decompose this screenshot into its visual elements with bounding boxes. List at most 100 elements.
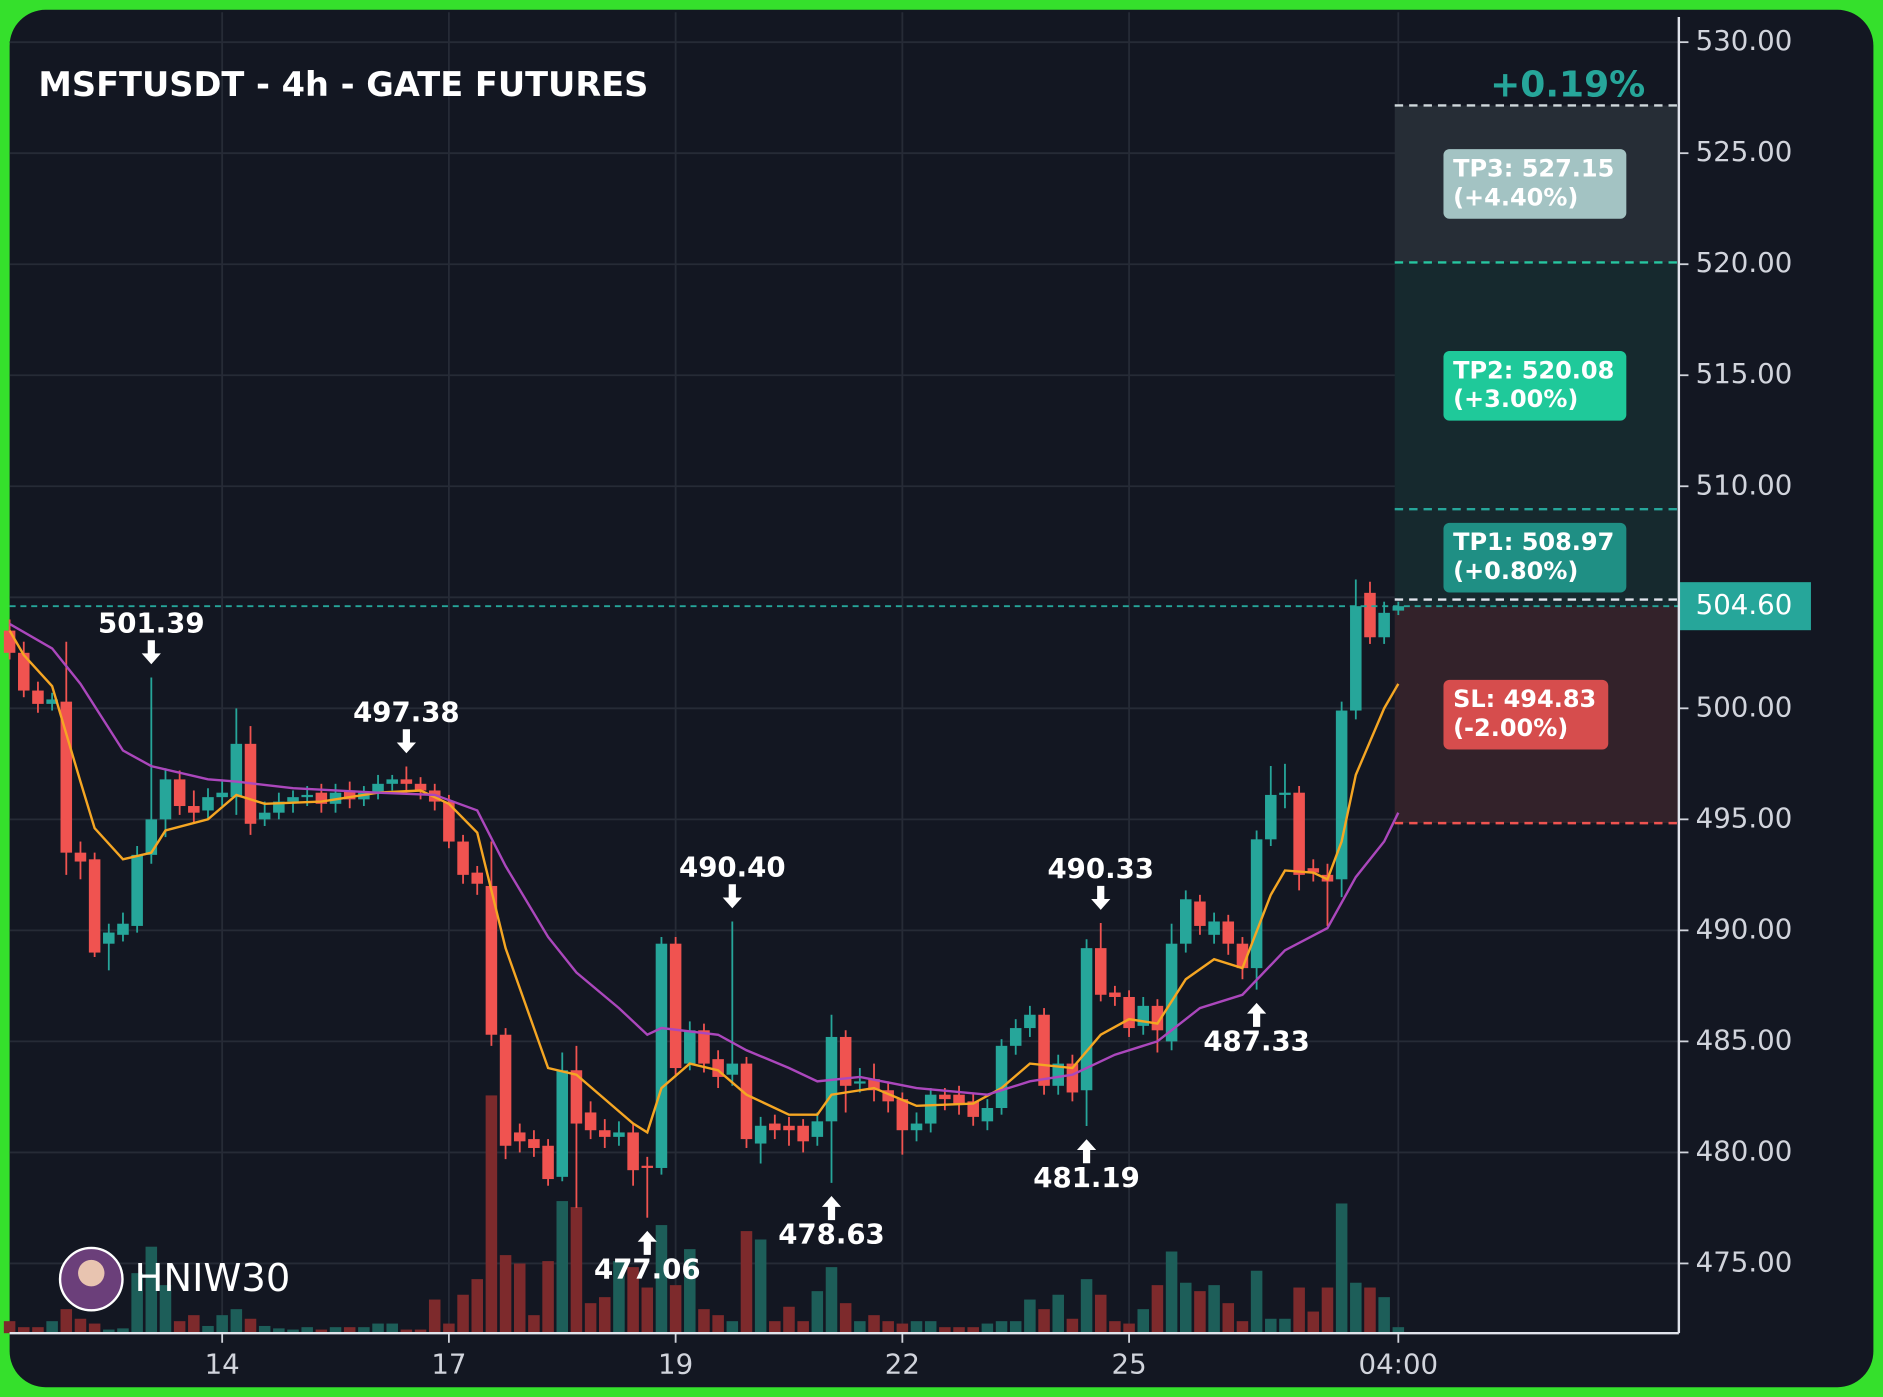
volume-bar [570,1207,583,1334]
candle-body [258,812,271,820]
annotation-arrow [1076,1139,1097,1164]
candle-body [995,1045,1008,1109]
volume-bar [32,1327,44,1334]
volume-bar [513,1263,526,1334]
candle-body [1335,710,1348,880]
volume-bar [627,1267,639,1334]
volume-bar [1052,1294,1064,1334]
candle-body [1052,1063,1064,1086]
volume-bar [18,1327,30,1334]
level-label: SL: 494.83 [1453,685,1596,713]
watermark: HNIW30 [135,1256,291,1301]
level-badge [1443,350,1627,421]
volume-bar [1024,1299,1036,1334]
candle-body [726,1063,739,1075]
x-tick-label: 25 [1112,1348,1147,1381]
volume-bar [145,1246,158,1334]
volume-bar [839,1303,852,1334]
candle-body [698,1030,710,1064]
annotation-arrow [141,640,161,665]
volume-bar [953,1327,965,1334]
volume-bar [1151,1285,1164,1334]
candle-body [1109,992,1121,997]
candle-body [1250,839,1263,969]
candle-body [1236,943,1249,969]
x-tick-label: 17 [431,1348,466,1381]
volume-bar [428,1299,441,1334]
candle-body [797,1125,809,1142]
level-note: (-2.00%) [1453,714,1568,742]
candle-body [32,690,44,704]
candle-body [542,1145,554,1180]
volume-bar [740,1231,753,1334]
volume-bar [74,1318,87,1334]
volume-bar [386,1323,398,1334]
volume-bar [556,1201,569,1334]
candle-body [46,699,58,704]
volume-bar [981,1323,994,1334]
volume-bar [372,1323,384,1334]
volume-bar [797,1321,809,1334]
volume-bar [329,1327,342,1334]
annotation-arrow [821,1196,842,1221]
level-badge [1443,522,1627,593]
candle-body [343,790,356,800]
candle-body [1165,943,1178,1042]
volume-bar [343,1327,356,1334]
volume-bar [1208,1285,1220,1334]
volume-bar [669,1285,682,1334]
candle-body [216,792,228,798]
candle-body [315,792,328,804]
volume-bar [1137,1309,1150,1334]
volume-bar [1378,1297,1390,1334]
candle-body [1123,996,1135,1029]
candle-body [159,779,172,820]
candle-body [202,797,214,811]
candle-body [1066,1063,1079,1093]
volume-bar [542,1261,554,1334]
candle-body [485,885,498,1035]
volume-bar [258,1325,271,1334]
volume-bar [1236,1321,1249,1334]
volume-bar [868,1315,880,1334]
volume-bar [967,1327,979,1334]
volume-bar [1222,1303,1235,1334]
x-tick-label: 04:00 [1359,1348,1439,1381]
last-price-badge [1678,582,1811,631]
volume-bar [400,1329,413,1334]
volume-bar [1364,1287,1376,1334]
volume-bar [1335,1203,1348,1334]
volume-bar [1392,1327,1405,1334]
candle-body [896,1099,909,1131]
x-tick-label: 22 [885,1348,920,1381]
annotation-label: 497.38 [353,696,460,729]
candle-body [570,1070,583,1124]
candle-body [1194,901,1206,926]
volume-bar [499,1255,512,1334]
volume-bar [457,1294,469,1334]
volume-bar [599,1297,611,1334]
candle-body [1179,899,1192,944]
volume-bar [1265,1318,1277,1334]
level-label: TP2: 520.08 [1453,356,1614,384]
candle-body [60,701,73,853]
volume-bar [188,1315,200,1334]
volume-bar [939,1327,951,1334]
volume-bar [1038,1309,1050,1334]
candle-body [145,819,158,855]
volume-bar [783,1306,795,1334]
volume-bar [46,1321,58,1334]
volume-bar [485,1095,498,1334]
volume-bar [159,1285,172,1334]
annotation-arrow [637,1230,657,1255]
annotation-label: 501.39 [98,607,205,640]
annotation-arrow [1247,1002,1267,1027]
candle-body [471,872,483,884]
candle-body [627,1132,639,1171]
candle-body [400,779,413,784]
volume-bar [414,1329,427,1334]
volume-bar [202,1325,214,1334]
volume-bar [1165,1251,1178,1334]
